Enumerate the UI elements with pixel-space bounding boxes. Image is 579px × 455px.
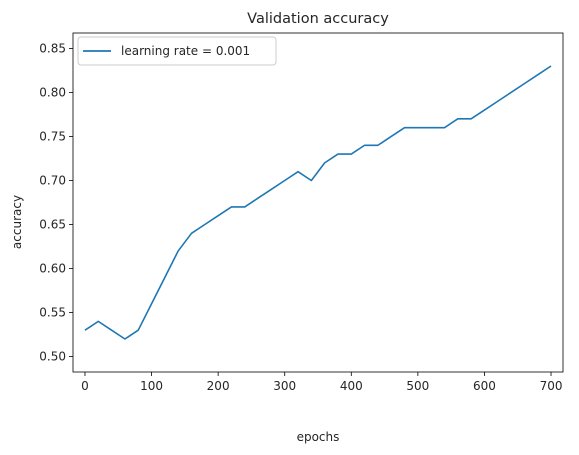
x-tick-label: 100 [140,379,163,393]
legend: learning rate = 0.001 [77,36,277,66]
legend-box [77,36,277,66]
plot-area [84,65,552,340]
x-tick-label: 300 [273,379,296,393]
y-tick-label: 0.65 [39,218,66,232]
y-tick-label: 0.60 [39,262,66,276]
y-tick-label: 0.85 [39,41,66,55]
x-tick-label: 700 [540,379,563,393]
x-tick-label: 600 [473,379,496,393]
x-tick-label: 500 [406,379,429,393]
x-tick-label: 0 [81,379,89,393]
y-tick-label: 0.55 [39,306,66,320]
legend-label: learning rate = 0.001 [121,44,250,58]
axis-ticks: 0 100 200 300 400 500 600 700 0.50 0.55 0.60 0.65 0.… [39,41,562,393]
y-tick-label: 0.80 [39,85,66,99]
plot-frame [72,32,564,373]
x-axis-label: epochs [297,430,340,444]
y-axis-label: accuracy [10,195,24,249]
series-line-0 [84,65,552,340]
y-tick-label: 0.75 [39,129,66,143]
x-tick-label: 400 [340,379,363,393]
x-tick-label: 200 [207,379,230,393]
chart-title: Validation accuracy [247,11,389,27]
y-tick-label: 0.70 [39,173,66,187]
y-tick-label: 0.50 [39,350,66,364]
